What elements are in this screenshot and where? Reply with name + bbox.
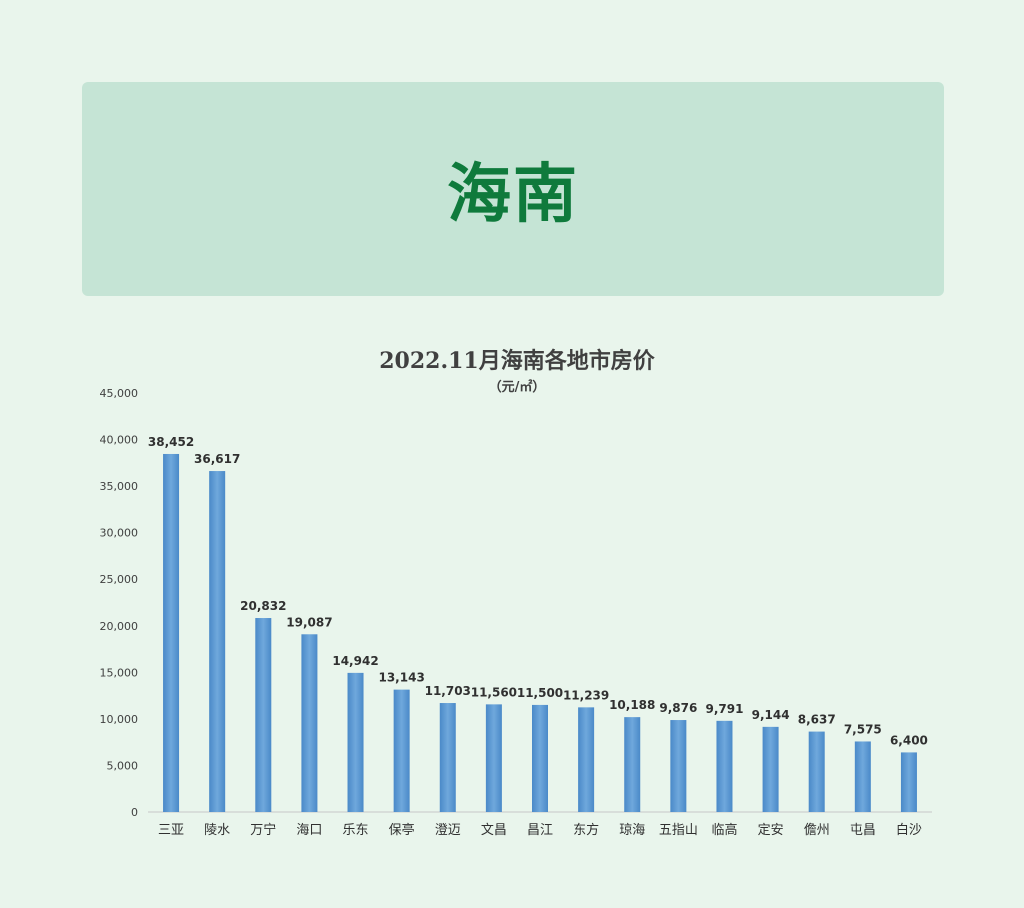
data-label: 9,876	[659, 701, 697, 715]
data-label: 11,500	[517, 686, 563, 700]
bar	[347, 672, 364, 812]
bar	[900, 752, 917, 812]
x-tick-label: 乐东	[343, 823, 369, 838]
data-label: 11,703	[425, 684, 471, 698]
bar	[854, 741, 871, 812]
x-tick-label: 儋州	[804, 823, 830, 838]
data-label: 11,560	[471, 685, 517, 699]
y-tick-label: 20,000	[100, 620, 139, 633]
data-label: 14,942	[332, 654, 378, 668]
y-tick-label: 0	[131, 806, 138, 819]
bar	[670, 720, 687, 812]
x-tick-label: 澄迈	[435, 823, 461, 838]
y-tick-label: 35,000	[100, 480, 139, 493]
data-label: 11,239	[563, 688, 609, 702]
bar	[624, 717, 641, 812]
data-label: 9,144	[752, 708, 790, 722]
x-tick-label: 临高	[711, 822, 737, 838]
x-axis: 三亚 陵水 万宁 海口 乐东 保亭 澄迈 文昌 昌江 东方 琼海 五指山 临高 定安 儋州 屯昌 白沙	[148, 811, 932, 838]
bar	[393, 689, 410, 812]
y-tick-label: 30,000	[100, 527, 139, 540]
y-axis: 0 5,000 10,000 15,000 20,000 25,000 30,000 35,0…	[100, 387, 139, 819]
bar	[532, 704, 548, 812]
bar	[485, 704, 502, 812]
bar	[301, 634, 318, 812]
y-tick-label: 40,000	[100, 434, 139, 447]
y-tick-label: 5,000	[107, 759, 139, 772]
data-label: 8,637	[798, 713, 836, 727]
bar	[716, 720, 733, 812]
data-label: 13,143	[378, 671, 424, 685]
data-label: 6,400	[890, 733, 928, 747]
bar	[163, 453, 180, 812]
data-label: 9,791	[705, 702, 743, 716]
data-label: 20,832	[240, 599, 286, 613]
data-label: 36,617	[194, 452, 240, 466]
data-label: 38,452	[148, 435, 194, 449]
x-tick-label: 白沙	[896, 822, 922, 838]
data-label: 19,087	[286, 615, 332, 629]
title-banner: 海南	[82, 82, 944, 296]
bar	[578, 707, 595, 812]
x-tick-label: 屯昌	[850, 823, 876, 838]
y-tick-label: 10,000	[100, 713, 139, 726]
x-tick-label: 保亭	[389, 822, 415, 838]
bar	[808, 731, 825, 812]
x-tick-label: 东方	[573, 822, 599, 838]
y-tick-label: 15,000	[100, 666, 139, 679]
y-tick-label: 45,000	[100, 387, 139, 400]
bars	[163, 453, 917, 812]
x-tick-label: 海口	[296, 823, 322, 838]
banner-title: 海南	[447, 158, 579, 232]
x-tick-label: 文昌	[481, 823, 507, 838]
y-tick-label: 25,000	[100, 573, 139, 586]
x-tick-label: 万宁	[250, 822, 276, 838]
chart-title: 2022.11月海南各地市房价	[379, 348, 655, 374]
x-tick-label: 陵水	[204, 823, 230, 838]
chart-subtitle: （元/㎡）	[488, 380, 546, 395]
bar	[209, 471, 226, 812]
bar	[255, 618, 272, 812]
x-tick-label: 三亚	[158, 823, 184, 838]
bar	[762, 726, 779, 812]
data-label: 7,575	[844, 722, 882, 736]
bar	[439, 703, 456, 812]
x-tick-label: 定安	[758, 823, 784, 838]
x-tick-label: 昌江	[527, 823, 553, 838]
data-label: 10,188	[609, 698, 655, 712]
x-tick-label: 五指山	[659, 823, 698, 838]
x-tick-label: 琼海	[619, 823, 645, 838]
